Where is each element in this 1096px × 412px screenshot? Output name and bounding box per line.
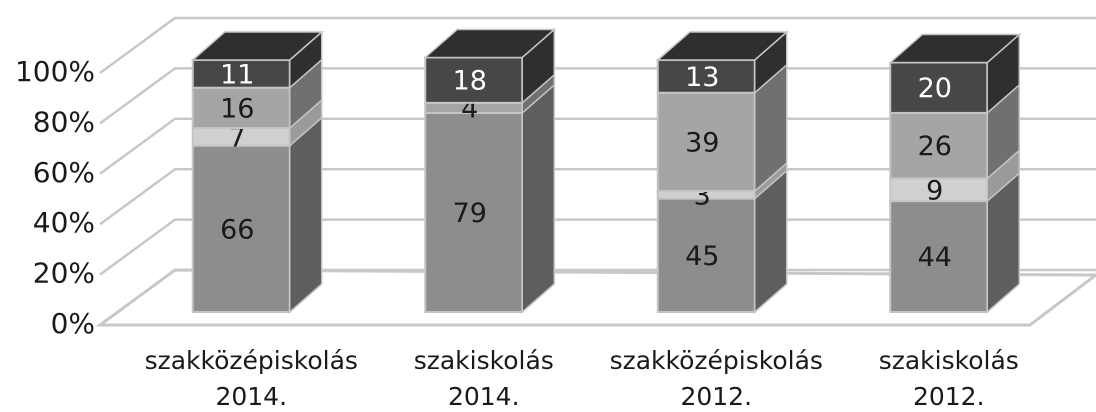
data-label: 45: [685, 241, 719, 272]
data-label: 11: [220, 59, 254, 90]
y-tick-label: 40%: [33, 206, 95, 239]
grid-line: [99, 218, 1096, 276]
bar-side: [521, 83, 555, 314]
bar-segment: [424, 56, 524, 104]
grid-line: [99, 167, 1096, 226]
data-label: 18: [453, 66, 487, 97]
bar-top: [423, 28, 557, 59]
x-tick-label: szakiskolás: [879, 346, 1019, 375]
grid-line: [99, 268, 1096, 327]
data-label: 7: [229, 122, 246, 153]
bar-top: [655, 31, 789, 61]
grid-line: [99, 67, 1096, 125]
y-tick-label: 20%: [33, 257, 95, 290]
grid-line: [99, 117, 1096, 175]
x-tick-label: 2014.: [215, 382, 287, 411]
data-label: 13: [685, 62, 719, 93]
x-tick-label: 2014.: [448, 382, 520, 411]
y-tick-label: 60%: [33, 156, 95, 189]
data-label: 16: [220, 93, 254, 124]
x-tick-label: szakközépiskolás: [610, 346, 823, 375]
data-label: 44: [918, 242, 952, 273]
x-tick-label: szakiskolás: [414, 346, 554, 375]
bar-top: [190, 31, 324, 61]
data-label: 66: [220, 214, 254, 245]
x-tick-label: szakközépiskolás: [145, 346, 358, 375]
data-label: 9: [926, 175, 943, 206]
x-tick-label: 2012.: [913, 382, 985, 411]
bar-segment: [191, 59, 291, 89]
data-label: 26: [918, 131, 952, 162]
y-tick-label: 100%: [15, 55, 95, 88]
grid-line: [99, 16, 1096, 75]
y-tick-label: 0%: [51, 307, 95, 340]
bar-top: [888, 33, 1022, 64]
bar-side: [289, 116, 323, 314]
y-tick-label: 80%: [33, 105, 95, 138]
data-label: 20: [918, 73, 952, 104]
bar-segment: [656, 197, 756, 314]
bar-segment: [656, 91, 756, 193]
x-tick-label: 2012.: [680, 382, 752, 411]
data-label: 39: [685, 127, 719, 158]
data-label: 79: [453, 198, 487, 229]
